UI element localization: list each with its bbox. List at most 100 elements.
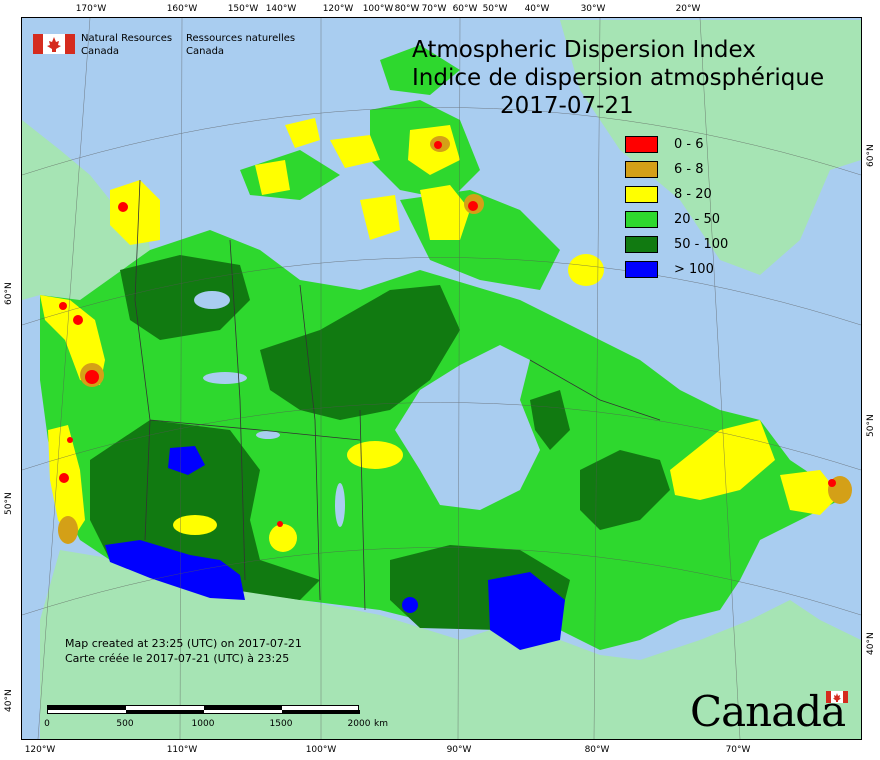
canada-wordmark: Canada: [690, 687, 846, 736]
great-bear-lake: [194, 291, 230, 309]
wordmark-flag-icon: [826, 691, 848, 703]
zone-8-20-bc-south: [48, 425, 85, 540]
zone-50-100-northwest: [120, 255, 250, 340]
tick-bottom-5: 80°W: [584, 745, 610, 755]
legend-item: 8 - 20: [625, 182, 728, 207]
legend-item: 20 - 50: [625, 207, 728, 232]
zone-0-6-spot-9: [277, 521, 283, 527]
agency-name-en: Natural Resources Canada: [81, 32, 172, 58]
legend-item: 50 - 100: [625, 232, 728, 257]
zone-6-8-bc-2: [58, 516, 78, 544]
lake-winnipeg: [335, 483, 345, 527]
provincial-boundaries: [134, 179, 661, 611]
zone-8-20-arctic-2: [330, 135, 380, 168]
title-en: Atmospheric Dispersion Index: [412, 37, 756, 63]
legend-item: > 100: [625, 257, 728, 282]
tick-top-13: 20°W: [675, 4, 701, 14]
tick-top-11: 40°W: [524, 4, 550, 14]
legend-label: 0 - 6: [674, 137, 704, 152]
scale-segment: [126, 710, 204, 714]
tick-top-9: 60°W: [452, 4, 478, 14]
legend-label: 6 - 8: [674, 162, 704, 177]
zone-8-20-banks: [255, 160, 290, 195]
legend-swatch: [625, 161, 658, 178]
graticule: [22, 18, 861, 739]
legend-swatch: [625, 186, 658, 203]
scale-bar: [47, 705, 360, 714]
zone-8-20-quebec: [670, 420, 775, 500]
legend-item: 6 - 8: [625, 157, 728, 182]
zone-0-6-spot-8: [59, 473, 69, 483]
legend-swatch: [625, 261, 658, 278]
scale-segment: [282, 710, 360, 714]
zone-8-20-labrador-coast: [568, 254, 604, 286]
zone-0-6-spot-3: [59, 302, 67, 310]
zone-8-20-arctic-1: [285, 118, 320, 148]
credit-fr: Carte créée le 2017-07-21 (UTC) à 23:25: [65, 652, 290, 665]
tick-top-2: 160°W: [166, 4, 198, 14]
tick-left-2: 50°N: [4, 492, 14, 515]
scale-segment: [204, 706, 282, 710]
legend-item: 0 - 6: [625, 132, 728, 157]
zone-50-100-central: [260, 285, 460, 420]
scale-label: 2000: [347, 719, 371, 729]
legend-label: 20 - 50: [674, 212, 721, 227]
great-slave-lake: [203, 372, 247, 384]
scale-label: 1500: [269, 719, 293, 729]
zone-over-100-ontario: [488, 572, 565, 650]
legend-label: 50 - 100: [674, 237, 729, 252]
map-credits: Map created at 23:25 (UTC) on 2017-07-21…: [65, 636, 302, 666]
zone-0-6-spot-2: [73, 315, 83, 325]
canada-flag-icon: [33, 34, 75, 54]
hudson-bay: [395, 345, 540, 510]
tick-right-2: 50°N: [866, 414, 876, 437]
tick-left-1: 60°N: [4, 282, 14, 305]
zone-50-100-labrador: [530, 390, 570, 450]
greenland-land: [560, 20, 861, 275]
scale-label: 0: [44, 719, 50, 729]
zone-8-20-bc-coast: [40, 295, 105, 385]
tick-top-7: 80°W: [394, 4, 420, 14]
tick-top-10: 50°W: [482, 4, 508, 14]
agency-fr-line1: Ressources naturelles: [186, 33, 296, 44]
zone-50-100-quebec: [580, 450, 670, 530]
credit-en: Map created at 23:25 (UTC) on 2017-07-21: [65, 637, 302, 650]
tick-left-3: 40°N: [4, 689, 14, 712]
zone-8-20-central: [347, 441, 403, 469]
legend: 0 - 6 6 - 8 8 - 20 20 - 50 50 - 100 > 10…: [625, 132, 728, 282]
agency-fr-line2: Canada: [186, 46, 225, 57]
scale-label: 500: [116, 719, 134, 729]
zone-0-6-spot-10: [67, 437, 73, 443]
scale-unit: km: [374, 719, 388, 729]
title-fr: Indice de dispersion atmosphérique: [412, 65, 825, 91]
zone-over-100-spot: [402, 597, 418, 613]
zone-0-6-spot-5: [468, 201, 478, 211]
scale-segment: [48, 706, 126, 710]
tick-bottom-3: 100°W: [305, 745, 337, 755]
tick-right-3: 40°N: [866, 632, 876, 655]
legend-swatch: [625, 236, 658, 253]
legend-label: > 100: [674, 262, 714, 277]
zone-0-6-spot-1: [85, 370, 99, 384]
zone-over-100-bc: [105, 540, 245, 600]
zone-0-6-spot-6: [434, 141, 442, 149]
tick-top-12: 30°W: [580, 4, 606, 14]
united-states-land: [40, 550, 861, 739]
title-date: 2017-07-21: [500, 93, 634, 119]
tick-bottom-2: 110°W: [166, 745, 198, 755]
tick-bottom-4: 90°W: [446, 745, 472, 755]
zone-8-20-prairie: [269, 524, 297, 552]
zone-8-20-newfoundland: [780, 470, 840, 515]
zone-8-20-arctic-3: [360, 195, 400, 240]
tick-right-1: 60°N: [866, 144, 876, 167]
tick-top-1: 170°W: [75, 4, 107, 14]
agency-en-line2: Canada: [81, 46, 120, 57]
map-title: Atmospheric Dispersion Index Indice de d…: [412, 36, 862, 120]
lake-athabasca: [256, 431, 280, 439]
tick-top-6: 100°W: [362, 4, 394, 14]
tick-bottom-6: 70°W: [725, 745, 751, 755]
zone-8-20-yukon: [110, 180, 160, 245]
arctic-island-3: [380, 45, 460, 95]
legend-label: 8 - 20: [674, 187, 712, 202]
